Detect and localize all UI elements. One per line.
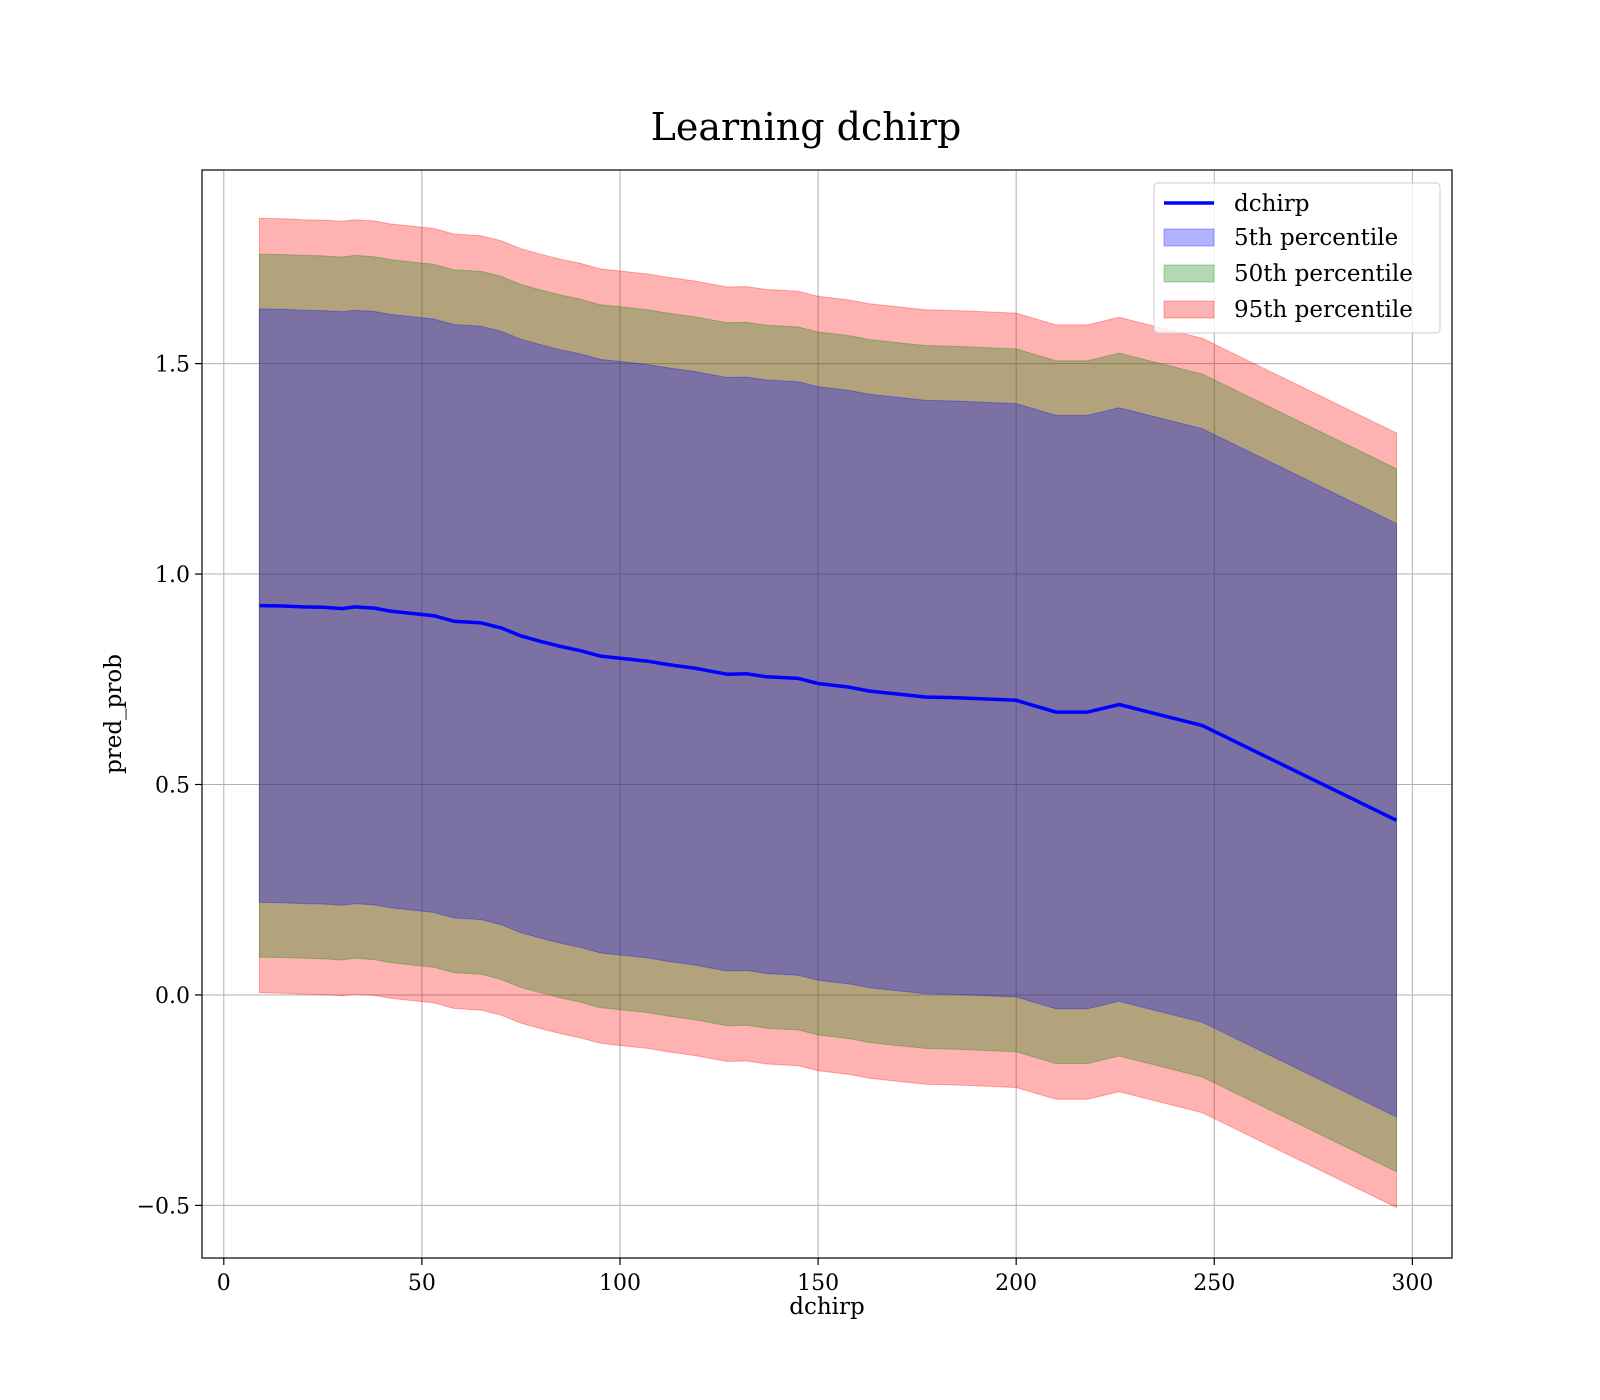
plot-background xyxy=(202,170,1452,1258)
x-tick-label: 100 xyxy=(599,1271,641,1296)
percentile-bands xyxy=(258,217,1397,1209)
legend-swatch-50th-percentile xyxy=(1163,264,1215,283)
x-tick-label: 200 xyxy=(995,1271,1037,1296)
x-tick-label: 50 xyxy=(408,1271,436,1296)
plot-area: 0 50 100 150 200 250 300 −0.5 0.0 0.5 1.0 1.5 xyxy=(137,169,1453,1296)
axis-ticks: 0 50 100 150 200 250 300 −0.5 0.0 0.5 1.0 1.5 xyxy=(137,353,1434,1296)
legend-swatch-95th-percentile xyxy=(1163,300,1215,319)
band-95th-percentile xyxy=(258,217,1397,1209)
legend-swatch-5th-percentile xyxy=(1163,228,1215,247)
band-5th-percentile xyxy=(258,308,1397,1118)
legend-label-dchirp: dchirp xyxy=(1234,191,1310,217)
legend-label-50th-percentile: 50th percentile xyxy=(1234,261,1413,287)
x-tick-label: 300 xyxy=(1391,1271,1433,1296)
y-tick-label: 0.5 xyxy=(155,773,190,798)
legend-label-95th-percentile: 95th percentile xyxy=(1234,297,1413,323)
x-tick-label: 0 xyxy=(217,1271,231,1296)
legend-frame xyxy=(1153,182,1441,334)
x-axis-label: dchirp xyxy=(789,1294,865,1320)
legend: dchirp 5th percentile 50th percentile 95… xyxy=(1153,182,1441,334)
x-tick-label: 250 xyxy=(1193,1271,1235,1296)
chart-title: Learning dchirp xyxy=(651,105,962,149)
series-line-dchirp xyxy=(259,603,1398,822)
band-50th-percentile xyxy=(258,253,1397,1173)
y-tick-label: 1.0 xyxy=(155,563,190,588)
y-tick-label: 1.5 xyxy=(155,353,190,378)
series-lines xyxy=(259,603,1398,822)
y-tick-label: 0.0 xyxy=(155,984,190,1009)
y-axis-label: pred_prob xyxy=(101,654,127,774)
x-tick-label: 150 xyxy=(797,1271,839,1296)
legend-label-5th-percentile: 5th percentile xyxy=(1234,225,1398,251)
y-tick-label: −0.5 xyxy=(137,1194,190,1219)
plot-frame xyxy=(201,169,1453,1259)
grid xyxy=(202,170,1452,1258)
